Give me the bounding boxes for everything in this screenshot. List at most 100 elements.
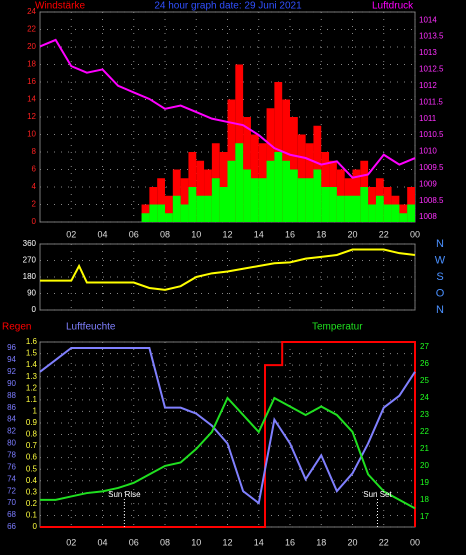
y-tick-label: 270 — [23, 256, 37, 265]
bar — [165, 195, 173, 222]
y-tick-label: N — [436, 238, 444, 250]
x-tick-label: 18 — [316, 537, 326, 547]
y-tick-label: 66 — [7, 522, 16, 531]
y-tick-label: 16 — [27, 77, 36, 86]
y-tick-label: 27 — [420, 342, 429, 351]
bar — [172, 195, 181, 222]
y-tick-label: 180 — [23, 272, 37, 281]
y-tick-label: 1012 — [419, 81, 437, 90]
bar — [266, 160, 275, 222]
y-tick-label: 0.6 — [26, 453, 38, 462]
bar — [219, 187, 228, 222]
y-tick-label: 84 — [7, 415, 16, 424]
y-tick-label: 22 — [27, 25, 36, 34]
y-tick-label: 18 — [420, 495, 429, 504]
y-tick-label: 0.7 — [26, 441, 38, 450]
y-tick-label: 0 — [32, 305, 37, 314]
y-tick-label: 78 — [7, 450, 16, 459]
y-tick-label: 21 — [420, 444, 429, 453]
y-tick-label: 1.4 — [26, 360, 38, 369]
y-tick-label: 88 — [7, 391, 16, 400]
y-tick-label: 1011 — [419, 114, 437, 123]
y-tick-label: 74 — [7, 474, 16, 483]
y-tick-label: 1013.5 — [419, 32, 444, 41]
y-tick-label: 76 — [7, 462, 16, 471]
bar — [227, 160, 236, 222]
y-tick-label: 0 — [33, 522, 38, 531]
bar — [141, 213, 150, 222]
y-tick-label: W — [435, 254, 446, 266]
y-tick-label: 1 — [33, 406, 38, 415]
bar — [196, 195, 205, 222]
y-tick-label: 1008.5 — [419, 196, 444, 205]
y-tick-label: 20 — [27, 42, 36, 51]
series-label: Luftdruck — [372, 1, 414, 12]
bar — [196, 160, 205, 222]
y-tick-label: 0.8 — [26, 430, 38, 439]
bar — [313, 169, 322, 222]
y-tick-label: 92 — [7, 367, 16, 376]
y-tick-label: N — [436, 304, 444, 316]
bar — [375, 195, 384, 222]
y-tick-label: 1009 — [419, 179, 437, 188]
y-tick-label: 1011.5 — [419, 97, 443, 106]
line — [40, 341, 416, 528]
y-tick-label: 4 — [32, 182, 37, 191]
bar — [235, 143, 244, 222]
x-tick-label: 12 — [222, 537, 232, 547]
y-tick-label: 68 — [7, 510, 16, 519]
x-tick-label: 06 — [129, 537, 139, 547]
x-tick-label: 08 — [160, 537, 170, 547]
line — [39, 38, 416, 179]
y-tick-label: 90 — [7, 379, 16, 388]
bar — [188, 187, 197, 222]
y-tick-label: 90 — [27, 289, 36, 298]
bar — [399, 213, 408, 222]
x-tick-label: 06 — [129, 229, 139, 239]
y-tick-label: 17 — [420, 512, 429, 521]
y-tick-label: 1009.5 — [419, 163, 444, 172]
bar — [149, 204, 158, 222]
y-tick-label: 0.2 — [26, 499, 38, 508]
y-tick-label: 1010 — [419, 147, 437, 156]
series-label: Windstärke — [35, 1, 85, 12]
y-tick-label: 1014 — [419, 15, 437, 24]
y-tick-label: 1.5 — [26, 349, 38, 358]
x-tick-label: 14 — [254, 537, 264, 547]
x-tick-label: 02 — [66, 229, 76, 239]
x-tick-label: 02 — [66, 537, 76, 547]
bar — [290, 169, 298, 222]
y-tick-label: 14 — [27, 95, 36, 104]
y-tick-label: 20 — [420, 461, 429, 470]
y-tick-label: 1.3 — [26, 372, 38, 381]
bar — [352, 195, 361, 222]
series-label: Temperatur — [312, 322, 363, 333]
bar — [391, 204, 400, 222]
bar — [204, 195, 212, 222]
x-tick-label: 04 — [97, 229, 107, 239]
x-tick-label: 00 — [410, 229, 420, 239]
y-tick-label: 26 — [420, 359, 429, 368]
y-tick-label: 0.1 — [26, 511, 38, 520]
y-tick-label: 0.3 — [26, 487, 38, 496]
y-tick-label: 360 — [23, 239, 37, 248]
y-tick-label: 18 — [27, 60, 36, 69]
bar — [297, 178, 306, 222]
x-tick-label: 10 — [191, 537, 201, 547]
y-tick-label: 12 — [27, 112, 36, 121]
y-tick-label: 1010.5 — [419, 130, 444, 139]
y-tick-label: 0.4 — [26, 476, 38, 485]
bar — [360, 187, 369, 222]
bar — [274, 152, 283, 222]
y-tick-label: 24 — [420, 393, 429, 402]
x-tick-label: 00 — [410, 537, 420, 547]
y-tick-label: 1012.5 — [419, 65, 444, 74]
y-tick-label: 10 — [27, 130, 36, 139]
y-tick-label: 1.6 — [26, 337, 38, 346]
y-tick-label: 8 — [32, 147, 37, 156]
y-tick-label: 86 — [7, 403, 16, 412]
x-tick-label: 04 — [97, 537, 107, 547]
x-tick-label: 16 — [285, 229, 295, 239]
y-tick-label: 70 — [7, 498, 16, 507]
annotation: Sun Set — [363, 490, 392, 499]
